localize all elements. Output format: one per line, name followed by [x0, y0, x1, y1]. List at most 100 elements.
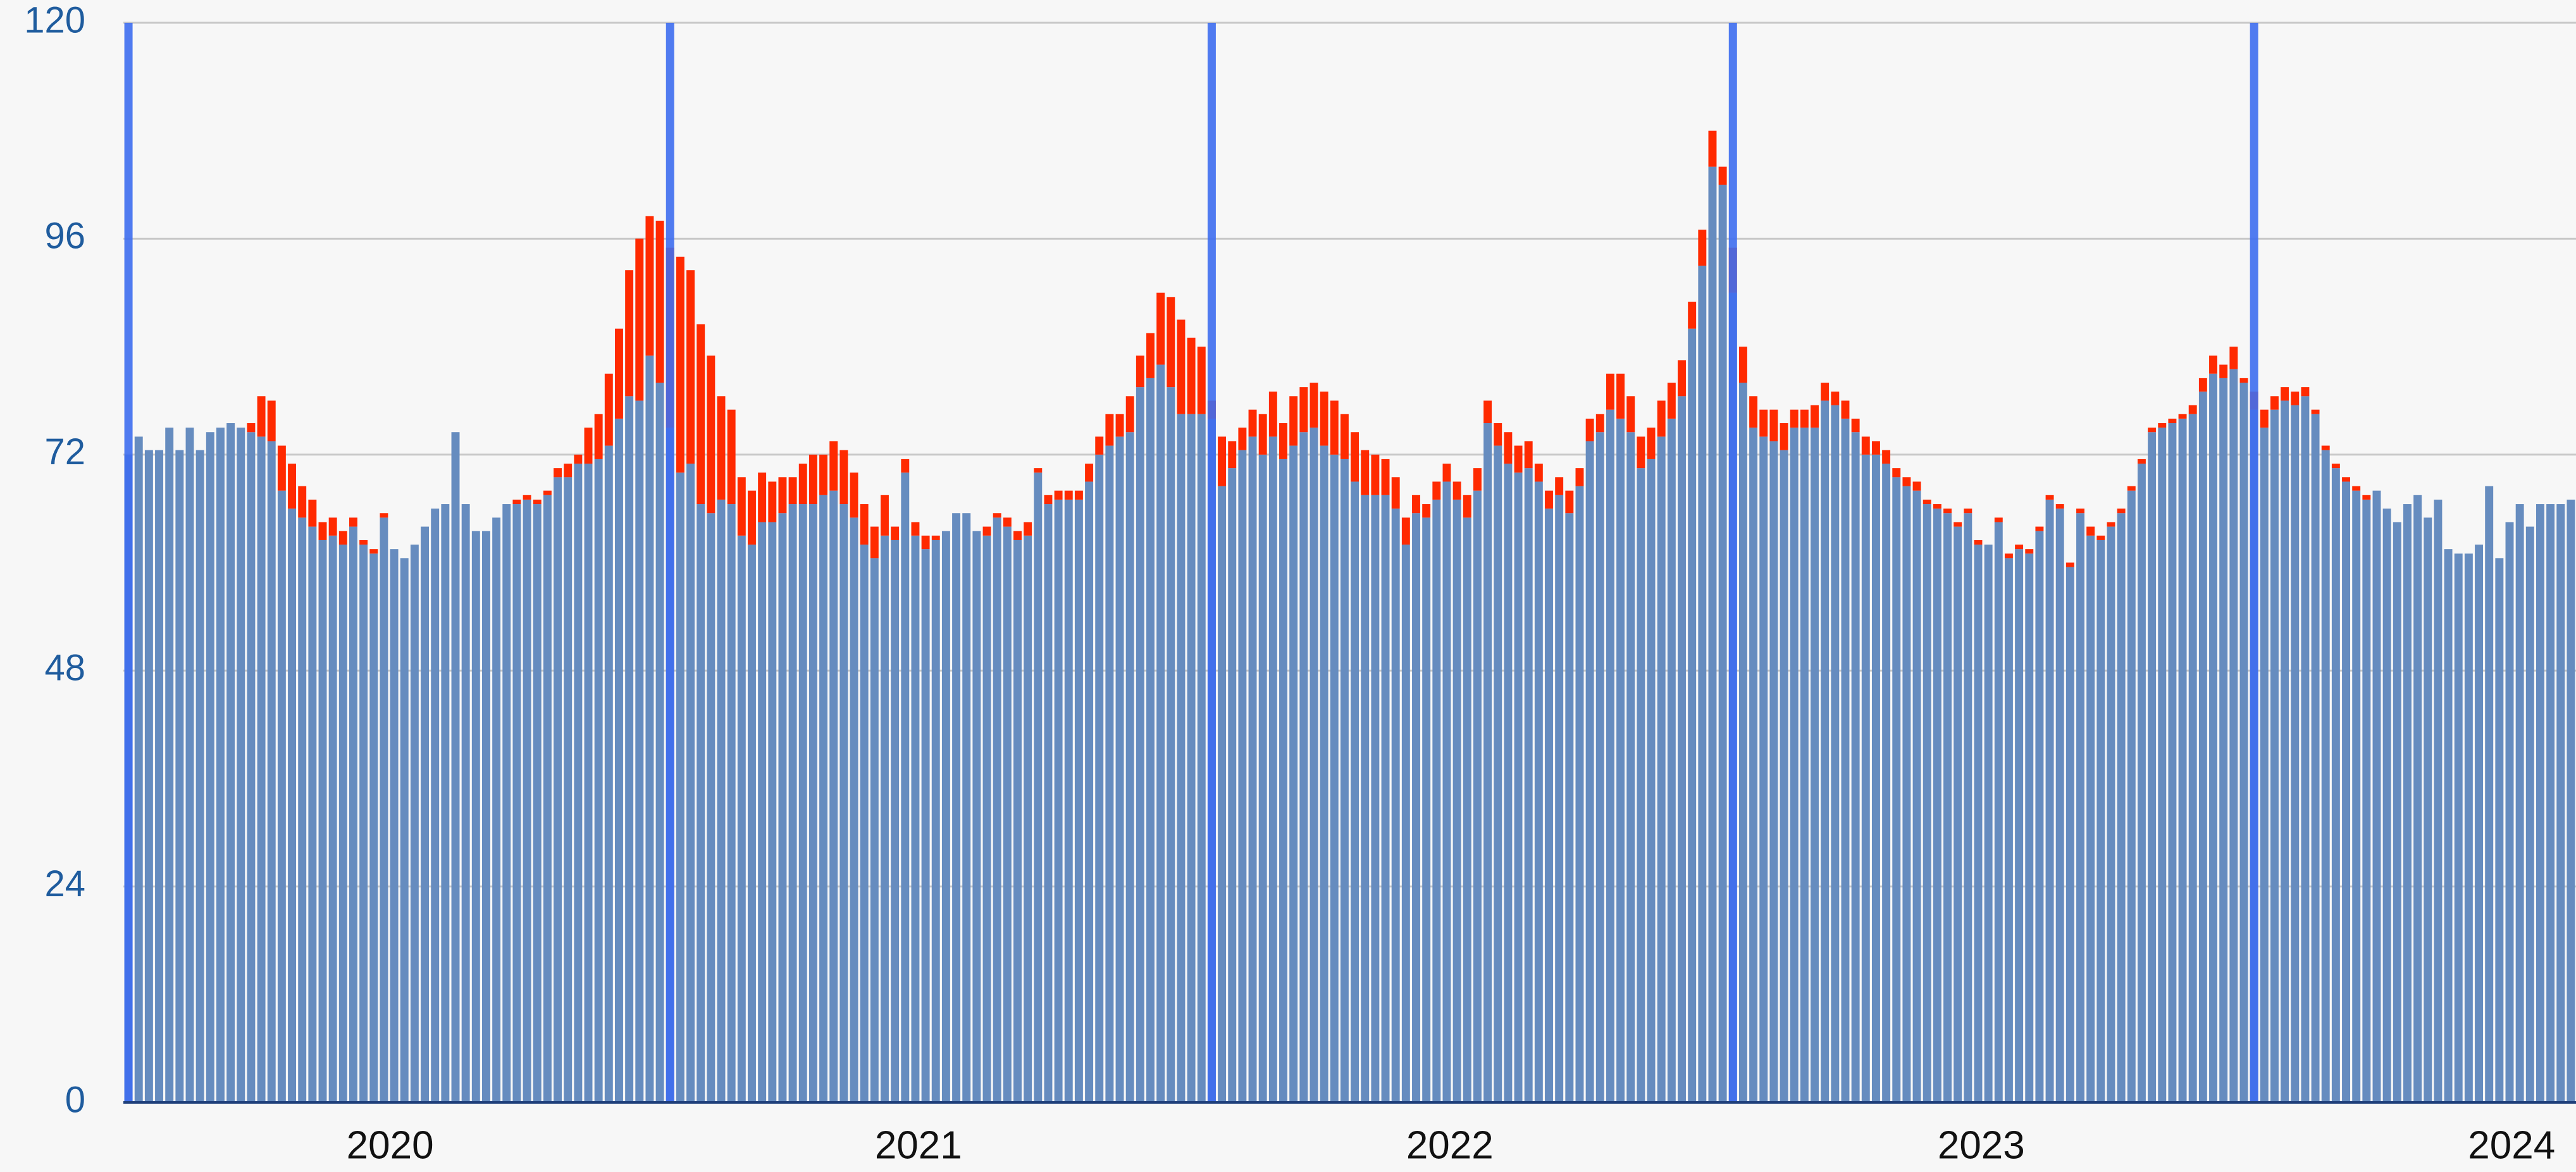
bar-segment	[1892, 468, 1901, 478]
bar-segment	[2434, 499, 2443, 1102]
bar-segment	[1738, 383, 1747, 1102]
bar-segment	[2035, 531, 2044, 1102]
bar-segment	[1759, 409, 1768, 437]
bar-segment	[1871, 441, 1880, 455]
bar-segment	[1064, 499, 1073, 1102]
bar-segment	[1228, 468, 1237, 1102]
bar-segment	[1320, 445, 1328, 1103]
bar-segment	[1851, 432, 1860, 1102]
bar-segment	[2311, 409, 2320, 414]
bar-segment	[1657, 400, 1666, 437]
bar-segment	[390, 549, 399, 1102]
bar-segment	[1504, 432, 1513, 464]
y-tick-label: 72	[44, 431, 85, 472]
bar-segment	[1585, 418, 1594, 441]
bar-segment	[808, 454, 817, 505]
bar-segment	[461, 504, 470, 1102]
bar-segment	[2382, 509, 2391, 1102]
bar-segment	[2229, 369, 2238, 1102]
bar-segment	[1943, 513, 1952, 1102]
bar-segment	[1452, 481, 1461, 500]
bar-segment	[891, 526, 900, 540]
bar-segment	[1044, 504, 1053, 1102]
bar-segment	[952, 513, 961, 1102]
bar-segment	[1514, 472, 1523, 1102]
bar-segment	[1351, 481, 1359, 1102]
bar-segment	[808, 504, 817, 1102]
bar-segment	[1330, 454, 1339, 1102]
bar-segment	[615, 328, 623, 419]
bar-segment	[829, 441, 838, 491]
bar-segment	[788, 504, 797, 1102]
bar-segment	[2188, 405, 2197, 414]
bar-segment	[1361, 450, 1370, 495]
bar-segment	[1831, 405, 1840, 1102]
bar-segment	[349, 517, 357, 527]
bar-segment	[1125, 396, 1134, 433]
bar-segment	[2076, 509, 2084, 514]
bar-segment	[1299, 387, 1308, 433]
bar-segment	[829, 490, 838, 1102]
bar-segment	[676, 472, 684, 1102]
bar-segment	[2301, 387, 2310, 397]
bar-segment	[941, 531, 950, 1102]
bar-segment	[2495, 558, 2504, 1102]
bar-segment	[1391, 477, 1400, 509]
bar-segment	[819, 454, 828, 495]
bar-segment	[338, 545, 347, 1102]
bar-segment	[328, 535, 337, 1102]
bar-segment	[1524, 468, 1533, 1102]
bar-segment	[707, 355, 715, 514]
bar-segment	[2117, 513, 2126, 1102]
bar-segment	[1483, 400, 1492, 424]
bar-segment	[1064, 490, 1073, 500]
bar-segment	[318, 540, 327, 1102]
bar-segment	[1841, 400, 1850, 419]
bar-segment	[2331, 464, 2340, 469]
bar-segment	[655, 220, 664, 383]
bar-segment	[2198, 392, 2207, 1102]
bar-segment	[2148, 428, 2157, 433]
bar-segment	[2137, 459, 2146, 464]
bar-segment	[533, 504, 542, 1102]
bar-segment	[1811, 428, 1819, 1102]
bar-segment	[482, 531, 490, 1102]
bar-segment	[1024, 535, 1032, 1102]
y-tick-label: 48	[44, 648, 85, 689]
bar-segment	[1167, 387, 1175, 1102]
bar-segment	[2096, 540, 2105, 1102]
bar-segment	[308, 526, 317, 1102]
bar-segment	[2362, 499, 2371, 1102]
bar-segment	[492, 517, 501, 1102]
bar-segment	[277, 490, 286, 1102]
bar-segment	[1595, 414, 1604, 433]
bar-segment	[1718, 166, 1727, 185]
bar-segment	[2045, 495, 2054, 500]
bar-segment	[1034, 472, 1043, 1102]
bar-segment	[175, 450, 184, 1102]
y-tick-label: 96	[44, 216, 85, 257]
bar-segment	[2454, 553, 2463, 1102]
bar-segment	[1688, 301, 1697, 329]
bar-segment	[870, 558, 879, 1102]
x-tick-label: 2020	[347, 1123, 434, 1167]
bar-segment	[758, 472, 767, 522]
bar-segment	[686, 464, 695, 1102]
bar-segment	[1412, 495, 1420, 514]
y-tick-label: 0	[65, 1079, 85, 1120]
bar-segment	[584, 464, 593, 1102]
bar-segment	[1310, 428, 1318, 1102]
bar-segment	[962, 513, 971, 1102]
bar-segment	[1912, 481, 1921, 491]
bar-segment	[1954, 522, 1962, 527]
bar-segment	[2525, 526, 2534, 1102]
bar-segment	[625, 270, 634, 397]
bar-segment	[2055, 504, 2064, 509]
bar-segment	[2362, 495, 2371, 500]
bar-segment	[1595, 432, 1604, 1102]
bar-segment	[1790, 409, 1799, 428]
bar-segment	[1800, 428, 1809, 1102]
bar-segment	[1954, 526, 1962, 1102]
bar-segment	[2331, 468, 2340, 1102]
bar-segment	[206, 432, 214, 1102]
